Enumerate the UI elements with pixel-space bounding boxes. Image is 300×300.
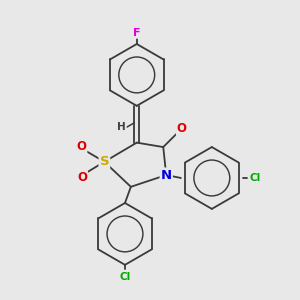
Text: O: O	[77, 171, 87, 184]
Text: Cl: Cl	[119, 272, 130, 282]
Text: S: S	[100, 155, 109, 168]
Text: O: O	[177, 122, 187, 135]
Text: H: H	[117, 122, 126, 132]
Text: N: N	[160, 169, 172, 182]
Text: O: O	[76, 140, 86, 153]
Text: Cl: Cl	[250, 173, 261, 183]
Text: F: F	[133, 28, 140, 38]
